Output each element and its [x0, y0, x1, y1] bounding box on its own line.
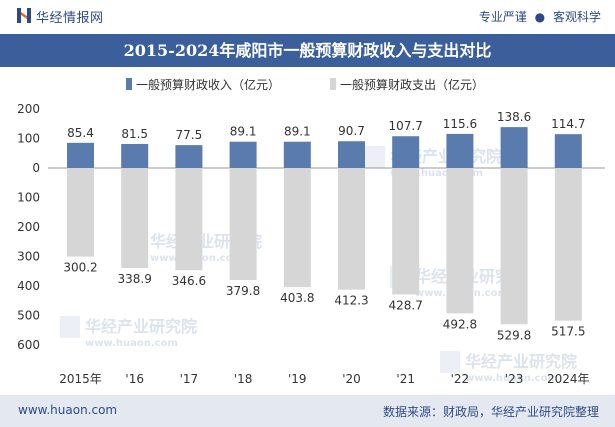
expenditure-bar: [446, 168, 474, 314]
footer-bar: www.huaon.com 数据来源：财政局，华经产业研究院整理: [0, 395, 615, 427]
expenditure-bar: [67, 168, 94, 257]
watermark-url: www.huaon.com: [85, 338, 178, 349]
expenditure-bar: [392, 168, 420, 295]
expenditure-data-label: 346.6: [172, 274, 206, 288]
income-data-label: 90.7: [338, 124, 365, 138]
x-tick-label: '19: [288, 372, 307, 386]
slogan: 专业严谨 ● 客观科学: [479, 8, 601, 25]
y-tick-label: 500: [17, 309, 40, 323]
footer-website: www.huaon.com: [18, 403, 118, 417]
y-tick-label: 600: [17, 338, 40, 352]
expenditure-data-label: 492.8: [443, 317, 477, 331]
expenditure-data-label: 428.7: [389, 298, 423, 312]
income-bar: [175, 145, 203, 168]
watermark-logo-icon: [60, 316, 80, 338]
income-bar: [392, 136, 420, 168]
watermark-logo-icon: [365, 146, 385, 168]
y-tick-label: 400: [17, 279, 40, 293]
income-bar: [229, 141, 257, 168]
watermark-logo-icon: [440, 351, 460, 373]
y-tick-label: 200: [17, 220, 40, 234]
income-bar: [554, 134, 582, 168]
x-tick-label: '17: [180, 372, 199, 386]
expenditure-data-label: 517.5: [551, 325, 585, 339]
income-data-label: 85.4: [67, 126, 94, 140]
expenditure-bar: [338, 168, 365, 290]
x-tick-label: '22: [451, 372, 470, 386]
watermark-text: 华经产业研究院: [465, 352, 577, 371]
footer-source: 数据来源：财政局，华经产业研究院整理: [382, 405, 599, 419]
income-bar: [338, 141, 365, 168]
top-bar: 华经情报网 专业严谨 ● 客观科学: [0, 0, 615, 34]
legend-label-income: 一般预算财政收入（亿元）: [136, 77, 280, 92]
expenditure-data-label: 379.8: [226, 284, 260, 298]
x-tick-label: '16: [125, 372, 144, 386]
expenditure-data-label: 403.8: [280, 291, 314, 305]
x-tick-label: 2015年: [59, 372, 102, 386]
brand-name: 华经情报网: [36, 11, 104, 26]
huajing-logo-icon: [17, 8, 31, 23]
expenditure-bar: [283, 168, 311, 288]
income-bar: [121, 143, 149, 168]
income-data-label: 114.7: [551, 117, 585, 131]
expenditure-data-label: 300.2: [63, 261, 97, 275]
slogan-dot-icon: ●: [534, 10, 546, 24]
income-data-label: 138.6: [497, 110, 531, 124]
x-tick-label: '23: [505, 372, 524, 386]
income-data-label: 115.6: [443, 117, 477, 131]
bar-chart: 华经产业研究院 www.huaon.com 华经产业研究院 www.huaon.com…: [17, 77, 605, 386]
income-data-label: 81.5: [121, 127, 148, 141]
y-tick-label: 0: [32, 161, 40, 175]
legend-swatch-expenditure: [330, 78, 336, 90]
watermark-text: 华经产业研究院: [85, 317, 197, 336]
x-tick-label: '20: [342, 372, 361, 386]
income-data-label: 89.1: [284, 125, 311, 139]
slogan-left: 专业严谨: [478, 10, 527, 24]
income-bar: [446, 133, 474, 168]
watermark-url: www.huaon.com: [390, 168, 483, 179]
x-tick-label: '18: [234, 372, 253, 386]
y-tick-label: 300: [17, 250, 40, 264]
slogan-right: 客观科学: [552, 10, 601, 24]
expenditure-bar: [121, 168, 149, 268]
x-tick-label: 2024年: [547, 372, 590, 386]
expenditure-data-label: 529.8: [497, 328, 531, 342]
expenditure-data-label: 338.9: [118, 272, 152, 286]
expenditure-bar: [229, 168, 257, 281]
income-data-label: 89.1: [230, 125, 257, 139]
income-data-label: 77.5: [176, 128, 203, 142]
y-tick-label: 100: [17, 191, 40, 205]
income-bar: [283, 141, 311, 168]
watermark-url: www.huaon.com: [465, 373, 558, 384]
expenditure-bar: [175, 168, 203, 271]
legend-label-expenditure: 一般预算财政支出（亿元）: [340, 77, 484, 92]
y-tick-label: 100: [17, 132, 40, 146]
expenditure-bar: [500, 168, 528, 325]
income-bar: [67, 142, 94, 168]
legend-swatch-income: [126, 78, 132, 90]
income-bar: [500, 127, 528, 168]
title-bar: 2015-2024年咸阳市一般预算财政收入与支出对比: [0, 34, 615, 67]
x-tick-label: '21: [396, 372, 415, 386]
income-data-label: 107.7: [389, 119, 423, 133]
expenditure-bar: [554, 168, 582, 321]
chart-title: 2015-2024年咸阳市一般预算财政收入与支出对比: [123, 41, 492, 60]
expenditure-data-label: 412.3: [334, 294, 368, 308]
y-tick-label: 200: [17, 102, 40, 116]
